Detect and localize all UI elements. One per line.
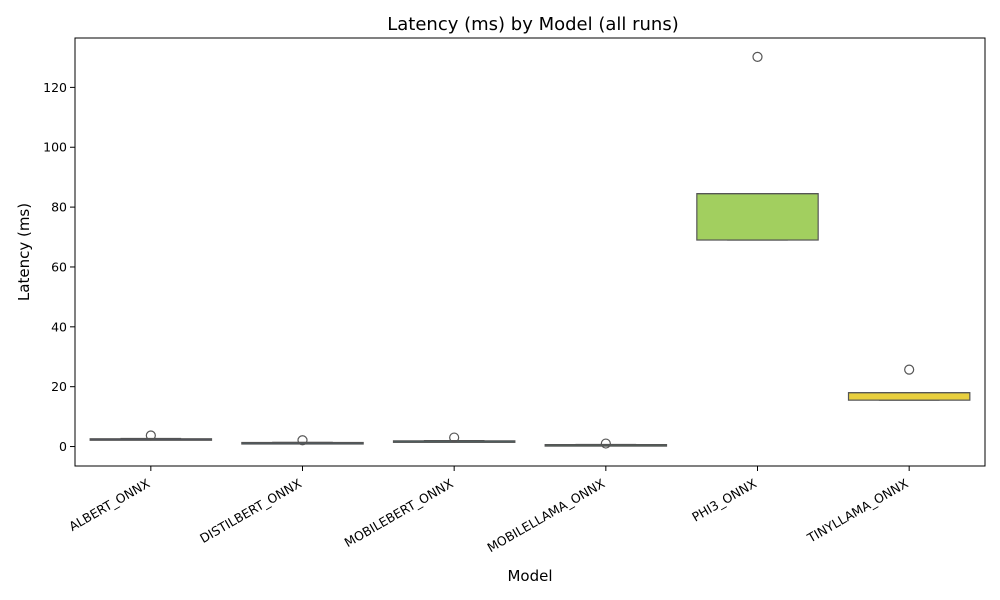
outlier-point xyxy=(145,430,156,441)
plot-frame xyxy=(74,37,986,467)
x-tick-label: MOBILEBERT_ONNX xyxy=(342,475,456,550)
outlier-point xyxy=(752,51,763,62)
y-tick-label: 60 xyxy=(51,259,67,274)
y-tick-label: 40 xyxy=(51,319,67,334)
x-tick-label: PHI3_ONNX xyxy=(689,475,759,524)
y-tick-label: 0 xyxy=(59,439,67,454)
x-tick-label: TINYLLAMA_ONNX xyxy=(804,475,911,546)
box-tinyllama_onnx xyxy=(847,392,971,401)
x-axis-label: Model xyxy=(507,567,552,585)
box-phi3_onnx xyxy=(696,193,819,241)
y-tick-label: 100 xyxy=(43,140,67,155)
x-tick-label: DISTILBERT_ONNX xyxy=(197,475,304,546)
y-axis-label: Latency (ms) xyxy=(15,203,33,301)
outlier-point xyxy=(449,432,460,443)
outlier-point xyxy=(297,435,308,446)
y-tick-label: 120 xyxy=(43,80,67,95)
y-tick-label: 20 xyxy=(51,379,67,394)
y-tick-label: 80 xyxy=(51,200,67,215)
x-tick-label: MOBILELLAMA_ONNX xyxy=(484,475,607,555)
plot-area: 0 20 40 60 80 100 120 ALBERT_ONNX DISTILBERT_ONN… xyxy=(43,37,986,555)
outlier-point xyxy=(600,438,611,449)
x-tick-label: ALBERT_ONNX xyxy=(66,475,152,534)
outlier-point xyxy=(904,364,915,375)
chart-title: Latency (ms) by Model (all runs) xyxy=(387,14,679,35)
